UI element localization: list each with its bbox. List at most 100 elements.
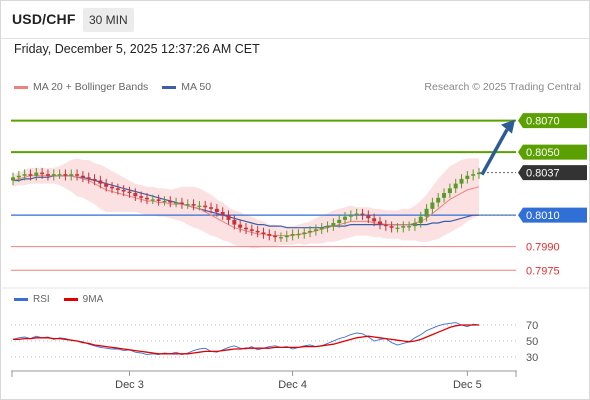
candle-body: [34, 172, 39, 176]
candle-body: [436, 197, 441, 203]
level-tag-bg-0.8050: [518, 144, 587, 160]
x-axis: Dec 3 Dec 4 Dec 5: [11, 370, 517, 391]
candle-body: [430, 202, 435, 209]
candle-body: [407, 226, 412, 228]
candle-body: [80, 175, 85, 178]
candle-body: [284, 235, 289, 238]
candle-body: [191, 204, 196, 206]
candle-body: [28, 174, 33, 176]
candle-body: [69, 174, 74, 176]
candle-body: [11, 177, 15, 181]
candle-body: [86, 177, 91, 179]
legend-rsi: RSI: [14, 294, 50, 305]
candle-body: [51, 174, 56, 176]
legend-ma50-label: MA 50: [181, 81, 212, 93]
level-tag-bg-0.8037: [518, 165, 587, 181]
legend-ma20: MA 20 + Bollinger Bands: [14, 81, 148, 93]
candle-body: [214, 208, 219, 212]
candle-body: [313, 229, 318, 231]
candle-body: [226, 215, 231, 220]
price-legend: MA 20 + Bollinger Bands MA 50: [14, 81, 211, 93]
rsi-panel: 70 50 30: [11, 320, 538, 364]
copyright-credit: Research © 2025 Trading Central: [424, 81, 581, 93]
candle-body: [22, 174, 27, 176]
projection-arrow-shaft: [480, 128, 509, 176]
bollinger-band: [13, 158, 479, 249]
level-label-0.7975: 0.7975: [526, 265, 560, 277]
symbol-title: USD/CHF: [12, 11, 76, 27]
candle-body: [75, 174, 80, 176]
rsi-tick-70: 70: [526, 320, 538, 332]
level-label-0.7990: 0.7990: [526, 242, 560, 254]
legend-9ma-swatch: [63, 298, 78, 301]
candle-body: [278, 237, 283, 239]
candle-body: [45, 174, 50, 176]
candle-body: [319, 227, 324, 230]
candle-body: [156, 199, 161, 201]
candle-body: [424, 208, 429, 217]
candle-body: [238, 224, 243, 228]
candle-body: [401, 226, 406, 228]
legend-ma50: MA 50: [162, 81, 211, 93]
x-tick-label: Dec 5: [453, 379, 482, 391]
candle-body: [185, 204, 190, 206]
legend-ma50-swatch: [162, 85, 177, 89]
candle-body: [63, 174, 68, 176]
rsi-legend: RSI 9MA: [14, 294, 103, 305]
candle-body: [395, 227, 400, 229]
candle-body: [121, 189, 126, 192]
candle-body: [337, 219, 342, 223]
candle-body: [331, 223, 336, 227]
x-tick-label: Dec 3: [115, 379, 144, 391]
candle-body: [453, 183, 458, 189]
candle-body: [261, 232, 266, 235]
candle-body: [447, 188, 452, 194]
candle-body: [104, 183, 109, 187]
candle-body: [366, 215, 371, 219]
candle-body: [471, 174, 476, 176]
legend-rsi-label: RSI: [33, 294, 50, 305]
candle-body: [255, 230, 260, 233]
candle-body: [220, 211, 225, 216]
candle-body: [273, 235, 278, 238]
candle-body: [389, 226, 394, 228]
interval-badge[interactable]: 30 MIN: [83, 8, 134, 32]
level-tag-bg-0.8010: [518, 207, 587, 223]
candle-body: [465, 175, 470, 179]
level-tag-bg-0.8070: [518, 113, 587, 129]
candle-body: [290, 234, 295, 236]
candle-body: [348, 215, 353, 217]
candle-body: [302, 232, 307, 235]
candle-body: [16, 175, 21, 178]
candle-body: [168, 200, 173, 203]
candle-body: [377, 221, 382, 225]
level-label-0.8050: 0.8050: [526, 147, 560, 159]
candle-body: [133, 193, 138, 197]
rsi-tick-50: 50: [526, 336, 538, 348]
candle-body: [40, 172, 45, 175]
legend-9ma-label: 9MA: [82, 294, 104, 305]
projection-arrow-head: [501, 119, 515, 134]
level-label-0.8010: 0.8010: [526, 210, 560, 222]
level-label-0.8037: 0.8037: [526, 168, 560, 180]
candle-body: [354, 213, 359, 216]
candle-body: [57, 174, 62, 176]
rsi-line: [12, 322, 480, 356]
candle-body: [459, 178, 464, 184]
candle-body: [98, 180, 103, 184]
candle-body: [442, 193, 447, 198]
legend-rsi-swatch: [14, 298, 28, 301]
candle-body: [372, 218, 377, 222]
candles-group: [11, 167, 481, 242]
candle-body: [144, 197, 149, 200]
candle-body: [139, 196, 144, 198]
timestamp: Friday, December 5, 2025 12:37:26 AM CET: [14, 42, 260, 56]
candle-body: [343, 216, 348, 220]
candle-body: [209, 207, 214, 209]
candle-body: [249, 229, 254, 231]
legend-9ma: 9MA: [63, 294, 104, 305]
candle-body: [203, 205, 208, 208]
candle-body: [197, 205, 202, 207]
levels-group: 0.8070 0.8050 0.8037 0.8010 0.7990 0.7975: [11, 113, 587, 277]
